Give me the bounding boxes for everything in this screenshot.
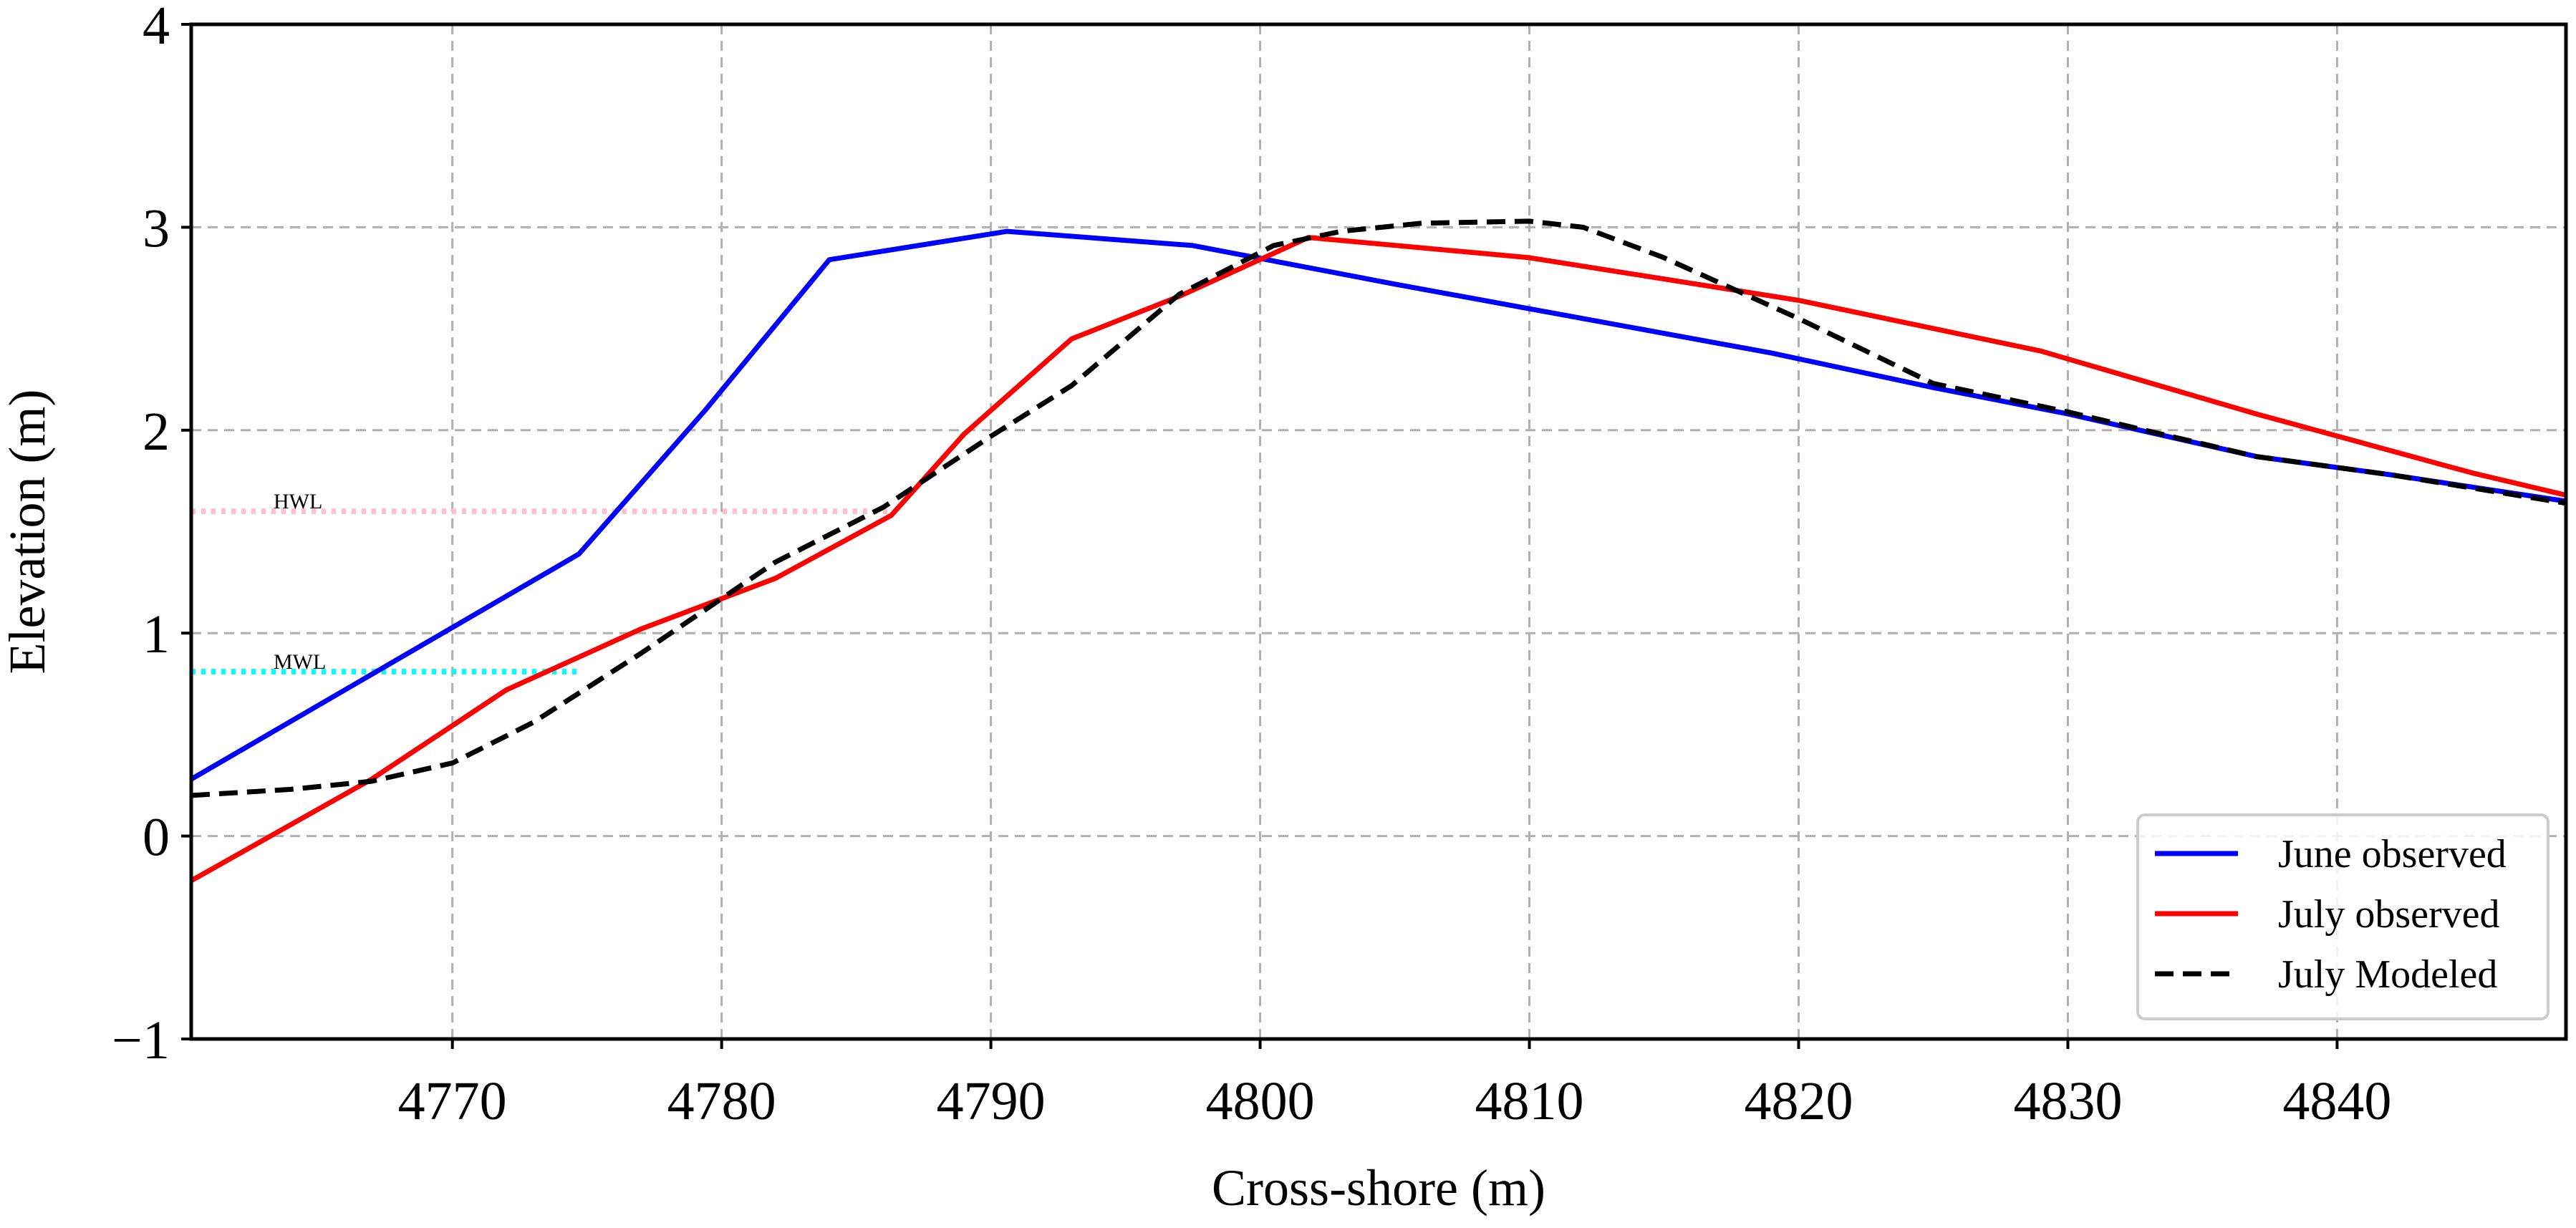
y-tick-label: 3 bbox=[143, 198, 170, 258]
y-tick-label: 1 bbox=[143, 604, 170, 664]
series-line-july-observed bbox=[190, 235, 2567, 883]
legend-label: July Modeled bbox=[2278, 952, 2497, 997]
x-tick-label: 4840 bbox=[2282, 1071, 2391, 1131]
reference-lines: HWL MWL bbox=[191, 490, 892, 675]
plot-frame bbox=[189, 22, 2568, 1041]
x-tick-label: 4830 bbox=[2013, 1071, 2122, 1131]
x-tick-label: 4820 bbox=[1745, 1071, 1853, 1131]
x-tick-label: 4770 bbox=[398, 1071, 507, 1131]
series-lines bbox=[190, 218, 2567, 883]
series-line-june-observed bbox=[190, 228, 2567, 782]
x-tick-label: 4780 bbox=[667, 1071, 776, 1131]
legend-label: June observed bbox=[2278, 832, 2507, 876]
legend-label: July observed bbox=[2278, 892, 2500, 937]
hwl-label: HWL bbox=[274, 490, 322, 513]
legend: June observed July observed July Modeled bbox=[2136, 813, 2550, 1020]
y-axis-label: Elevation (m) bbox=[0, 390, 56, 675]
y-tick-label: −1 bbox=[112, 1010, 170, 1070]
x-axis-label: Cross-shore (m) bbox=[1212, 1159, 1545, 1217]
mwl-label: MWL bbox=[274, 650, 326, 674]
x-tick-label: 4810 bbox=[1475, 1071, 1584, 1131]
x-tick-label: 4790 bbox=[937, 1071, 1046, 1131]
y-tick-label: 2 bbox=[143, 402, 170, 462]
y-axis-ticks: −1 0 1 2 3 4 bbox=[112, 0, 191, 1070]
x-axis-ticks: 4770 4780 4790 4800 4810 4820 4830 4840 bbox=[398, 1039, 2391, 1131]
legend-box bbox=[2136, 813, 2550, 1020]
series-line-july-modeled bbox=[190, 218, 2567, 798]
x-tick-label: 4800 bbox=[1206, 1071, 1315, 1131]
y-tick-label: 4 bbox=[143, 0, 170, 56]
y-tick-label: 0 bbox=[143, 808, 170, 868]
